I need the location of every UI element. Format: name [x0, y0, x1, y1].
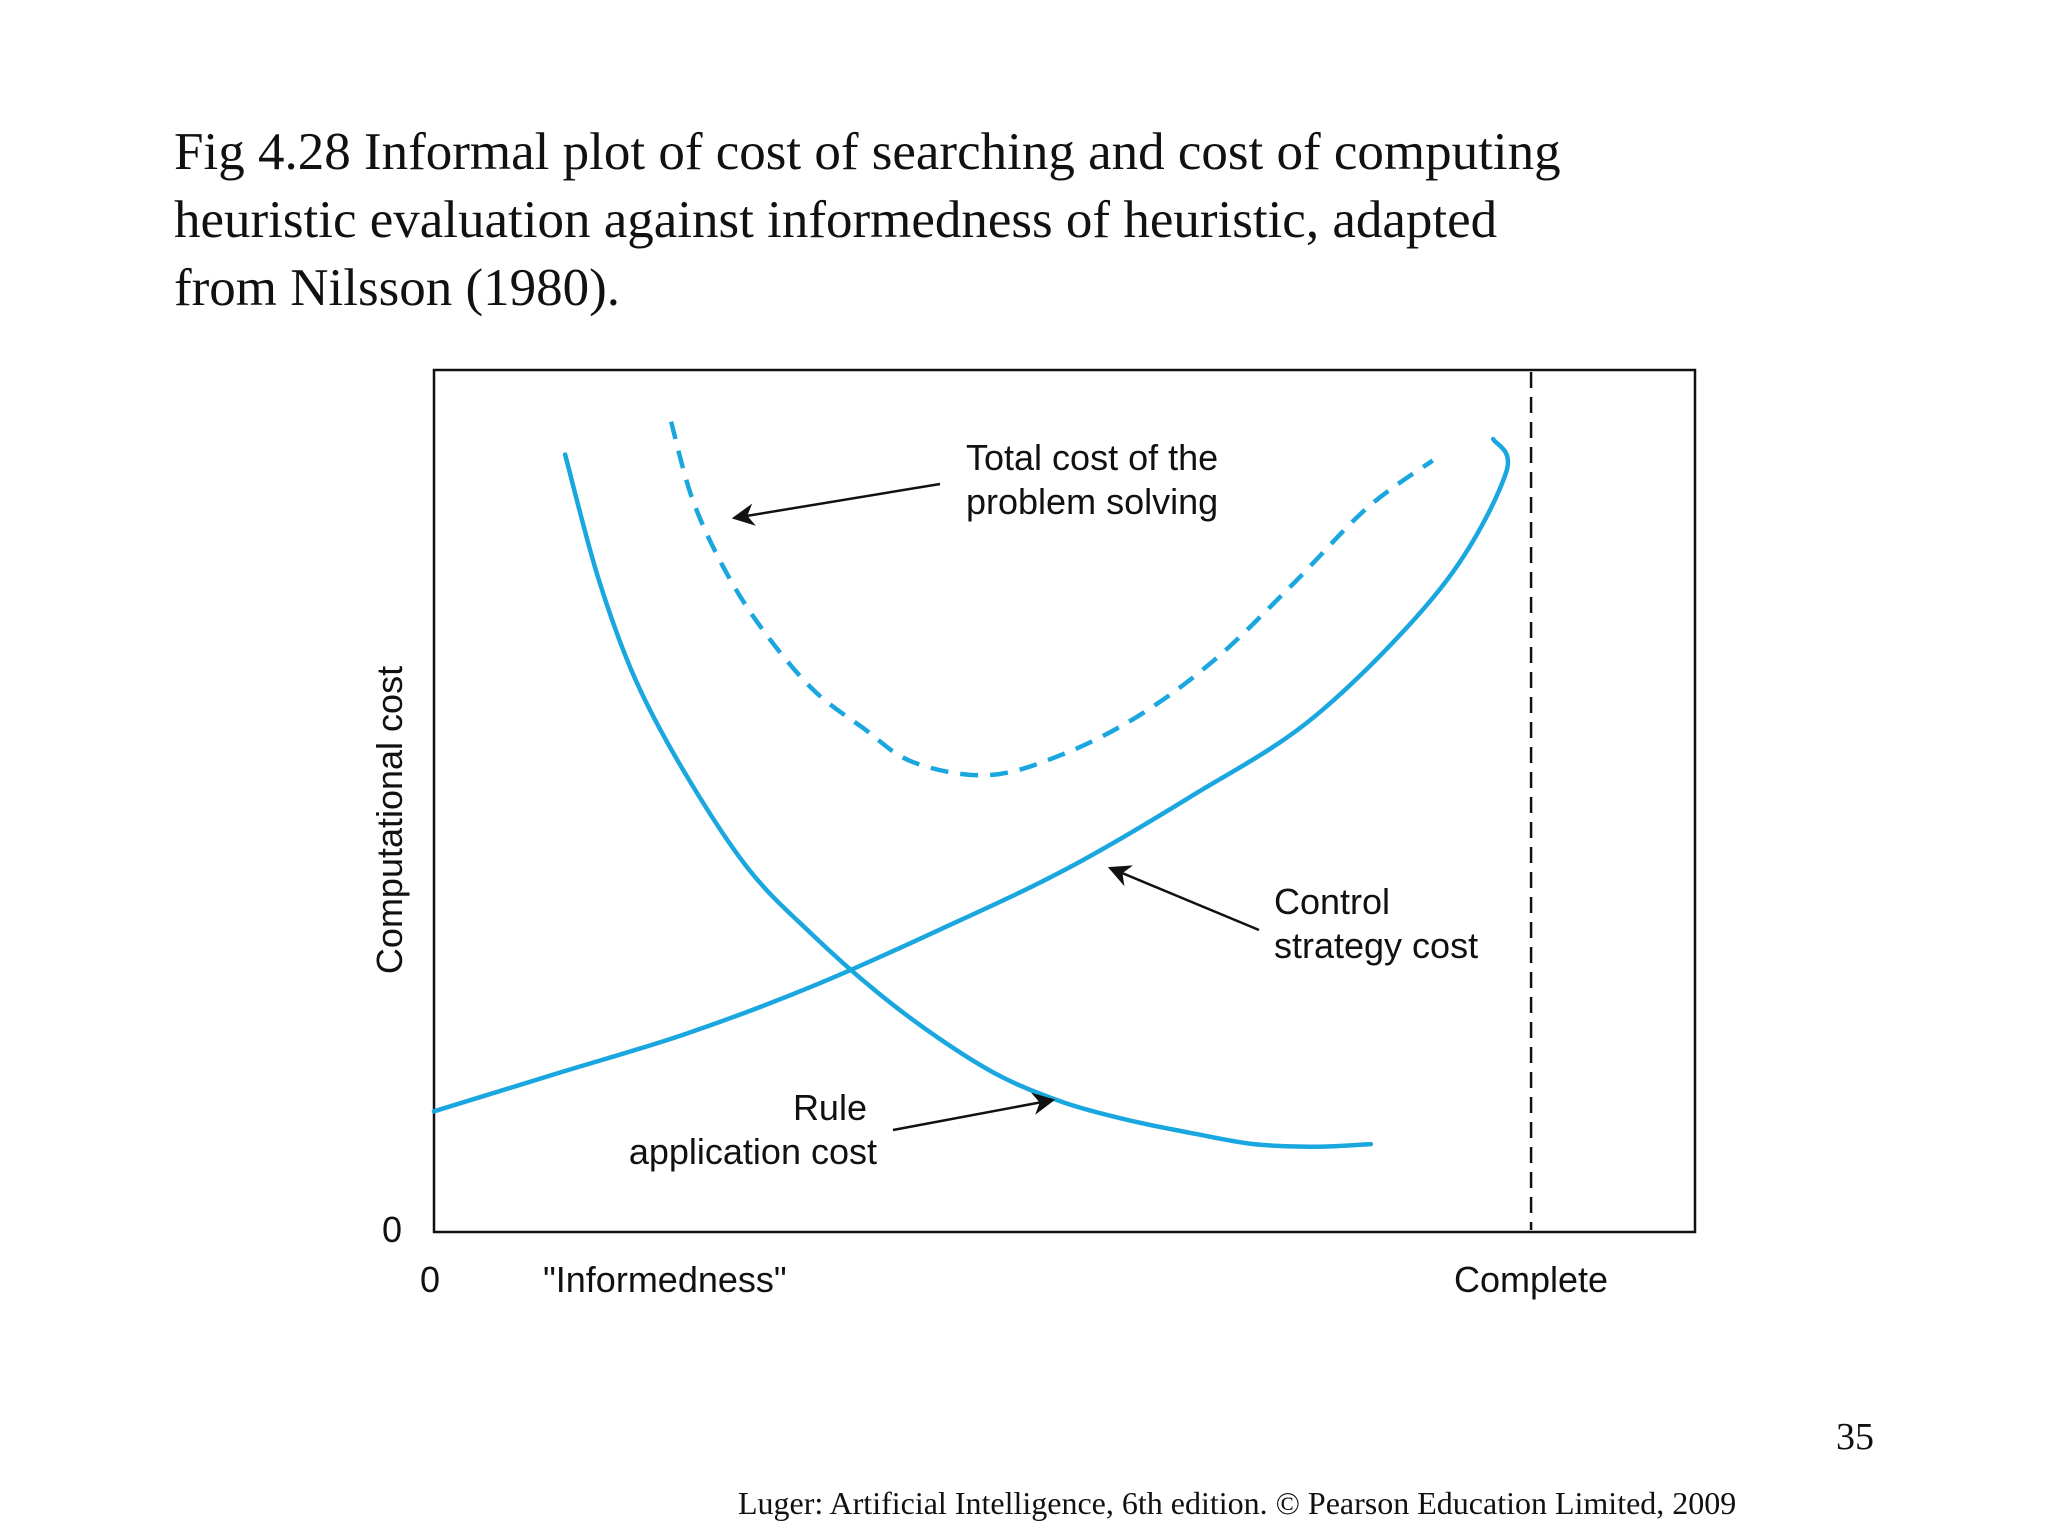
- caption-line-3: from Nilsson (1980).: [174, 259, 621, 317]
- total-cost-line: [668, 421, 1435, 778]
- rule-application-cost-line: [562, 452, 1374, 1149]
- caption-line-1: Fig 4.28 Informal plot of cost of search…: [174, 123, 1561, 181]
- y-axis-label: Computational cost: [369, 666, 410, 974]
- rule-cost-arrow: [892, 1092, 1056, 1132]
- rule-cost-label-line-1: Rule: [793, 1087, 867, 1128]
- total-cost-arrow: [731, 482, 941, 526]
- x-axis-label: "Informedness": [543, 1259, 787, 1300]
- plot-frame: [432, 368, 1697, 1234]
- control-strategy-cost-line: [431, 436, 1511, 1114]
- total-cost-label-line-2: problem solving: [966, 481, 1218, 522]
- x-tick-origin: 0: [420, 1259, 440, 1300]
- total-cost-label-line-1: Total cost of the: [966, 437, 1218, 478]
- figure-caption: Fig 4.28 Informal plot of cost of search…: [174, 118, 1774, 322]
- page-number: 35: [1836, 1416, 1874, 1458]
- copyright-credit: Luger: Artificial Intelligence, 6th edit…: [738, 1485, 1737, 1521]
- control-cost-arrow: [1107, 865, 1260, 932]
- caption-line-2: heuristic evaluation against informednes…: [174, 191, 1498, 249]
- control-cost-label-line-1: Control: [1274, 881, 1390, 922]
- rule-cost-label: Rule application cost: [629, 1087, 877, 1172]
- control-cost-label-line-2: strategy cost: [1274, 925, 1478, 966]
- x-tick-complete: Complete: [1454, 1259, 1608, 1300]
- y-tick-origin: 0: [382, 1209, 402, 1250]
- rule-cost-label-line-2: application cost: [629, 1131, 877, 1172]
- total-cost-label: Total cost of the problem solving: [966, 437, 1228, 522]
- control-cost-label: Control strategy cost: [1274, 881, 1478, 966]
